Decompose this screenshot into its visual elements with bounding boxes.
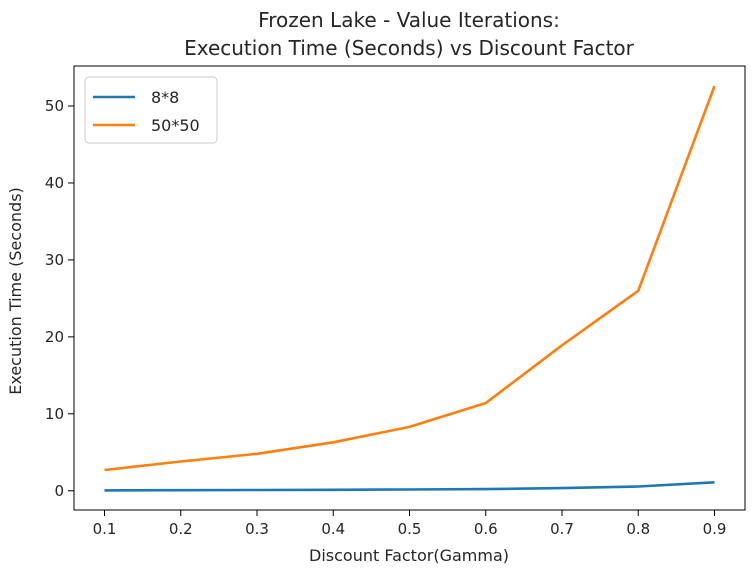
x-tick-label: 0.8 [626, 520, 650, 538]
x-tick-label: 0.3 [245, 520, 269, 538]
y-tick-label: 10 [45, 405, 64, 423]
y-tick-label: 0 [54, 482, 64, 500]
x-tick-label: 0.7 [550, 520, 574, 538]
y-tick-label: 40 [45, 174, 64, 192]
legend-box [84, 76, 218, 144]
chart-title-line-2: Execution Time (Seconds) vs Discount Fac… [184, 36, 635, 60]
y-axis-label: Execution Time (Seconds) [6, 187, 25, 395]
x-tick-label: 0.1 [93, 520, 117, 538]
legend-label-0: 8*8 [151, 88, 179, 107]
chart-title-line-1: Frozen Lake - Value Iterations: [258, 8, 560, 32]
y-tick-label: 20 [45, 328, 64, 346]
x-axis-label: Discount Factor(Gamma) [309, 546, 509, 565]
x-tick-label: 0.6 [474, 520, 498, 538]
y-tick-label: 30 [45, 251, 64, 269]
x-tick-label: 0.4 [321, 520, 345, 538]
legend-label-1: 50*50 [151, 116, 200, 135]
x-tick-label: 0.9 [703, 520, 727, 538]
plot-area: 0.1 0.2 0.3 0.4 0.5 0.6 0.7 0.8 0.9 0 10 20 30 40 50 8*… [45, 65, 746, 538]
y-tick-label: 50 [45, 97, 64, 115]
series-line-0 [104, 481, 715, 492]
x-tick-label: 0.5 [398, 520, 422, 538]
x-tick-label: 0.2 [169, 520, 193, 538]
series-line-1 [104, 85, 716, 472]
